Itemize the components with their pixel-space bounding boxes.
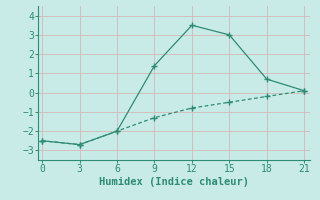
X-axis label: Humidex (Indice chaleur): Humidex (Indice chaleur) <box>100 177 249 187</box>
